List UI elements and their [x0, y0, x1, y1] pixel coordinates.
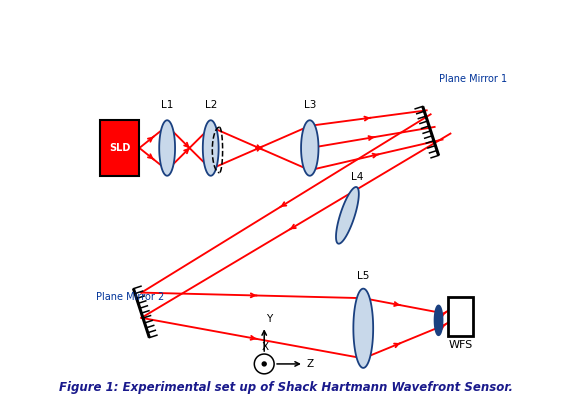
Polygon shape	[336, 187, 359, 244]
Polygon shape	[301, 120, 319, 176]
Bar	[448, 296, 474, 336]
Text: L3: L3	[304, 101, 316, 111]
Text: Z: Z	[307, 359, 313, 369]
Bar	[100, 120, 140, 176]
Text: Plane Mirror 2: Plane Mirror 2	[96, 292, 164, 302]
Text: Y: Y	[266, 314, 272, 324]
Text: L1: L1	[161, 101, 173, 111]
Text: L4: L4	[351, 172, 364, 182]
Text: SLD: SLD	[109, 143, 130, 153]
Polygon shape	[203, 120, 219, 176]
Polygon shape	[435, 306, 443, 335]
Text: Figure 1: Experimental set up of Shack Hartmann Wavefront Sensor.: Figure 1: Experimental set up of Shack H…	[59, 381, 513, 394]
Text: L5: L5	[357, 271, 370, 281]
Text: WFS: WFS	[448, 340, 472, 350]
Text: X: X	[261, 342, 269, 352]
Polygon shape	[159, 120, 175, 176]
Text: L2: L2	[205, 101, 217, 111]
Text: Plane Mirror 1: Plane Mirror 1	[439, 74, 507, 84]
Polygon shape	[353, 288, 373, 368]
Circle shape	[262, 362, 266, 366]
